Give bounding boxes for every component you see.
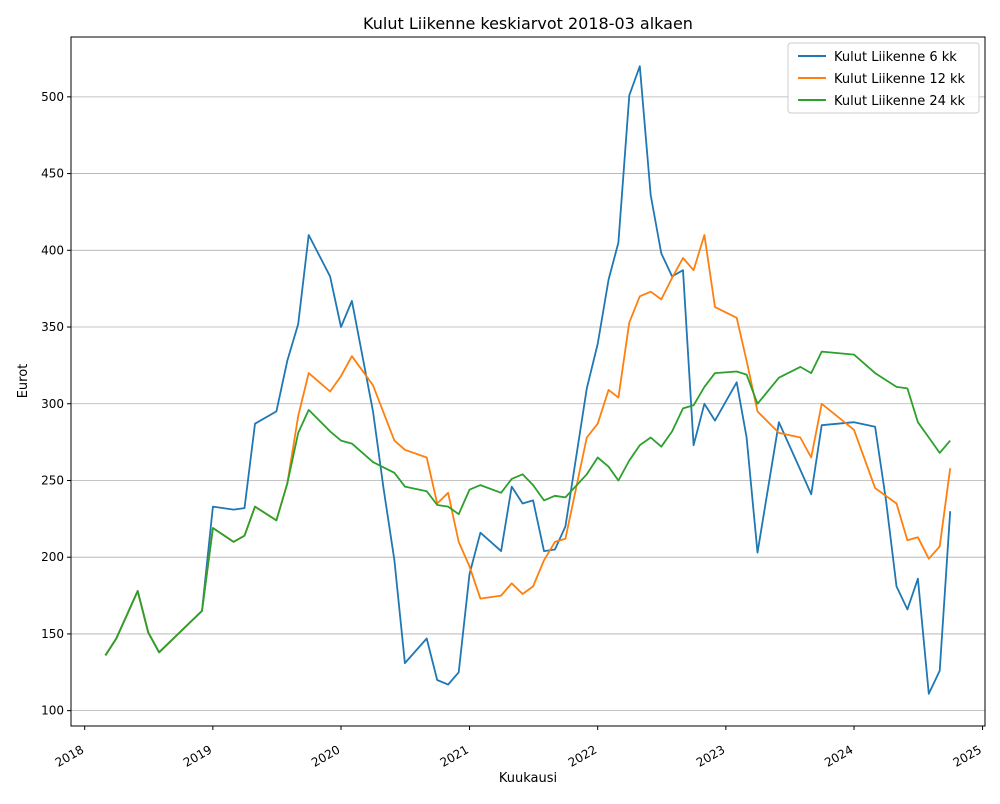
legend-label-24kk: Kulut Liikenne 24 kk — [834, 94, 966, 109]
x-tick-label: 2025 — [951, 742, 984, 769]
series-line — [104, 350, 951, 656]
y-tick-label: 150 — [41, 627, 64, 641]
gridlines — [71, 96, 985, 712]
x-tick-label: 2019 — [181, 742, 214, 769]
series-line — [104, 65, 952, 695]
y-tick-label: 450 — [41, 167, 64, 181]
x-axis: 2018 2019 2020 2021 2022 2023 2024 2025 — [53, 726, 984, 770]
y-axis: 100 150 200 250 300 350 400 450 500 — [41, 90, 71, 718]
legend: Kulut Liikenne 6 kk Kulut Liikenne 12 kk… — [787, 42, 980, 114]
x-tick-label: 2018 — [53, 742, 86, 769]
x-axis-label: Kuukausi — [499, 771, 557, 786]
y-tick-label: 250 — [41, 473, 64, 487]
x-tick-label: 2022 — [566, 742, 599, 769]
series-line — [104, 234, 952, 656]
legend-box — [787, 42, 980, 114]
y-tick-label: 300 — [41, 397, 64, 411]
plot-frame — [70, 36, 986, 727]
legend-label-6kk: Kulut Liikenne 6 kk — [834, 50, 957, 65]
y-tick-label: 100 — [41, 704, 64, 718]
y-tick-label: 350 — [41, 320, 64, 334]
chart-title: Kulut Liikenne keskiarvot 2018-03 alkaen — [363, 14, 693, 33]
y-tick-label: 500 — [41, 90, 64, 104]
y-tick-label: 200 — [41, 550, 64, 564]
x-tick-label: 2021 — [438, 742, 471, 769]
x-tick-label: 2023 — [694, 742, 727, 769]
y-axis-label: Eurot — [16, 364, 31, 399]
y-tick-label: 400 — [41, 243, 64, 257]
x-tick-label: 2024 — [822, 742, 855, 769]
legend-label-12kk: Kulut Liikenne 12 kk — [834, 72, 966, 87]
series-lines — [104, 65, 952, 695]
x-tick-label: 2020 — [309, 742, 342, 769]
